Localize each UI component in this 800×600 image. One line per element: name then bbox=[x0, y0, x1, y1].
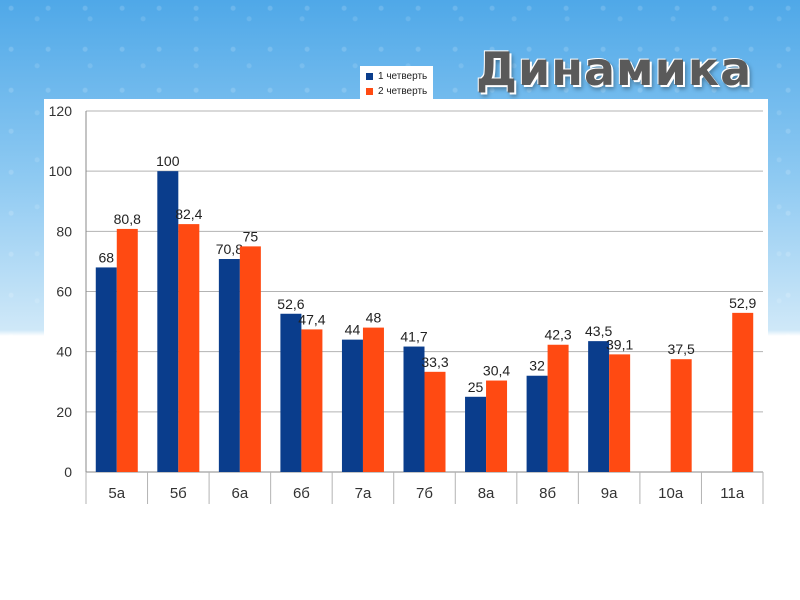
legend-swatch-series2 bbox=[366, 88, 373, 95]
legend-item-series1: 1 четверть bbox=[366, 69, 427, 84]
data-label-series1: 70,8 bbox=[216, 241, 243, 257]
bar-series1 bbox=[341, 339, 363, 472]
slide-title: Динамика bbox=[476, 42, 753, 96]
data-label-series2: 42,3 bbox=[544, 327, 571, 343]
data-label-series2: 52,9 bbox=[729, 295, 756, 311]
bar-series2 bbox=[424, 371, 446, 472]
x-tick-label: 8а bbox=[478, 485, 495, 502]
bar-series2 bbox=[609, 354, 631, 472]
y-tick-label: 100 bbox=[49, 163, 73, 179]
data-label-series1: 100 bbox=[156, 153, 180, 169]
bar-series2 bbox=[670, 359, 692, 472]
data-label-series1: 25 bbox=[468, 379, 484, 395]
x-tick-label: 9а bbox=[601, 485, 618, 502]
x-tick-label: 7б bbox=[416, 485, 433, 502]
x-tick-label: 5а bbox=[108, 485, 125, 502]
data-label-series1: 52,6 bbox=[277, 296, 304, 312]
chart-panel: 0 20 40 60 80 100 120 5а 5б 6а 6б 7а 7б 8а 8б 9а 10а 11а 6… bbox=[44, 99, 768, 508]
bar-series2 bbox=[301, 329, 323, 472]
bar-series2 bbox=[239, 246, 261, 472]
x-tick-label: 6а bbox=[232, 485, 249, 502]
bar-series2 bbox=[547, 344, 569, 472]
data-label-series2: 30,4 bbox=[483, 363, 510, 379]
bar-series1 bbox=[157, 171, 179, 472]
data-label-series2: 75 bbox=[243, 228, 259, 244]
data-label-series2: 48 bbox=[366, 310, 382, 326]
bar-series1 bbox=[588, 341, 610, 472]
data-label-series1: 41,7 bbox=[400, 329, 427, 345]
x-tick-label: 8б bbox=[539, 485, 556, 502]
x-tick-label: 7а bbox=[355, 485, 372, 502]
data-label-series1: 68 bbox=[98, 249, 114, 265]
bar-series1 bbox=[280, 313, 302, 472]
bar-series1 bbox=[403, 346, 425, 472]
data-label-series2: 33,3 bbox=[421, 354, 448, 370]
data-label-series1: 32 bbox=[529, 358, 545, 374]
chart-legend: 1 четверть 2 четверть bbox=[360, 66, 434, 101]
bar-series1 bbox=[526, 375, 548, 472]
legend-label-series1: 1 четверть bbox=[378, 71, 428, 82]
x-tick-label: 6б bbox=[293, 485, 310, 502]
data-label-series1: 43,5 bbox=[585, 323, 612, 339]
bar-series2 bbox=[178, 224, 200, 472]
y-tick-label: 60 bbox=[56, 284, 72, 300]
y-tick-label: 120 bbox=[49, 103, 73, 119]
data-label-series2: 37,5 bbox=[668, 341, 695, 357]
data-label-series2: 80,8 bbox=[114, 211, 141, 227]
y-tick-label: 80 bbox=[56, 223, 72, 239]
data-label-series1: 44 bbox=[345, 322, 361, 338]
y-tick-label: 40 bbox=[56, 344, 72, 360]
bar-chart: 0 20 40 60 80 100 120 5а 5б 6а 6б 7а 7б 8а 8б 9а 10а 11а 6… bbox=[49, 103, 764, 504]
data-label-series2: 39,1 bbox=[606, 336, 633, 352]
bar-series2 bbox=[116, 228, 138, 472]
bar-series2 bbox=[486, 380, 508, 472]
y-tick-label: 20 bbox=[56, 404, 72, 420]
data-label-series2: 82,4 bbox=[175, 206, 202, 222]
legend-label-series2: 2 четверть bbox=[378, 86, 428, 97]
legend-swatch-series1 bbox=[366, 73, 373, 80]
data-label-series2: 47,4 bbox=[298, 311, 325, 327]
x-tick-label: 11а bbox=[720, 485, 745, 502]
bar-series1 bbox=[218, 259, 240, 472]
bar-series2 bbox=[732, 312, 754, 472]
bar-series1 bbox=[95, 267, 117, 472]
legend-item-series2: 2 четверть bbox=[366, 84, 427, 99]
y-tick-label: 0 bbox=[64, 464, 72, 480]
x-tick-label: 5б bbox=[170, 485, 187, 502]
bar-series1 bbox=[465, 396, 487, 472]
bar-series2 bbox=[362, 327, 384, 472]
x-tick-label: 10а bbox=[658, 485, 684, 502]
